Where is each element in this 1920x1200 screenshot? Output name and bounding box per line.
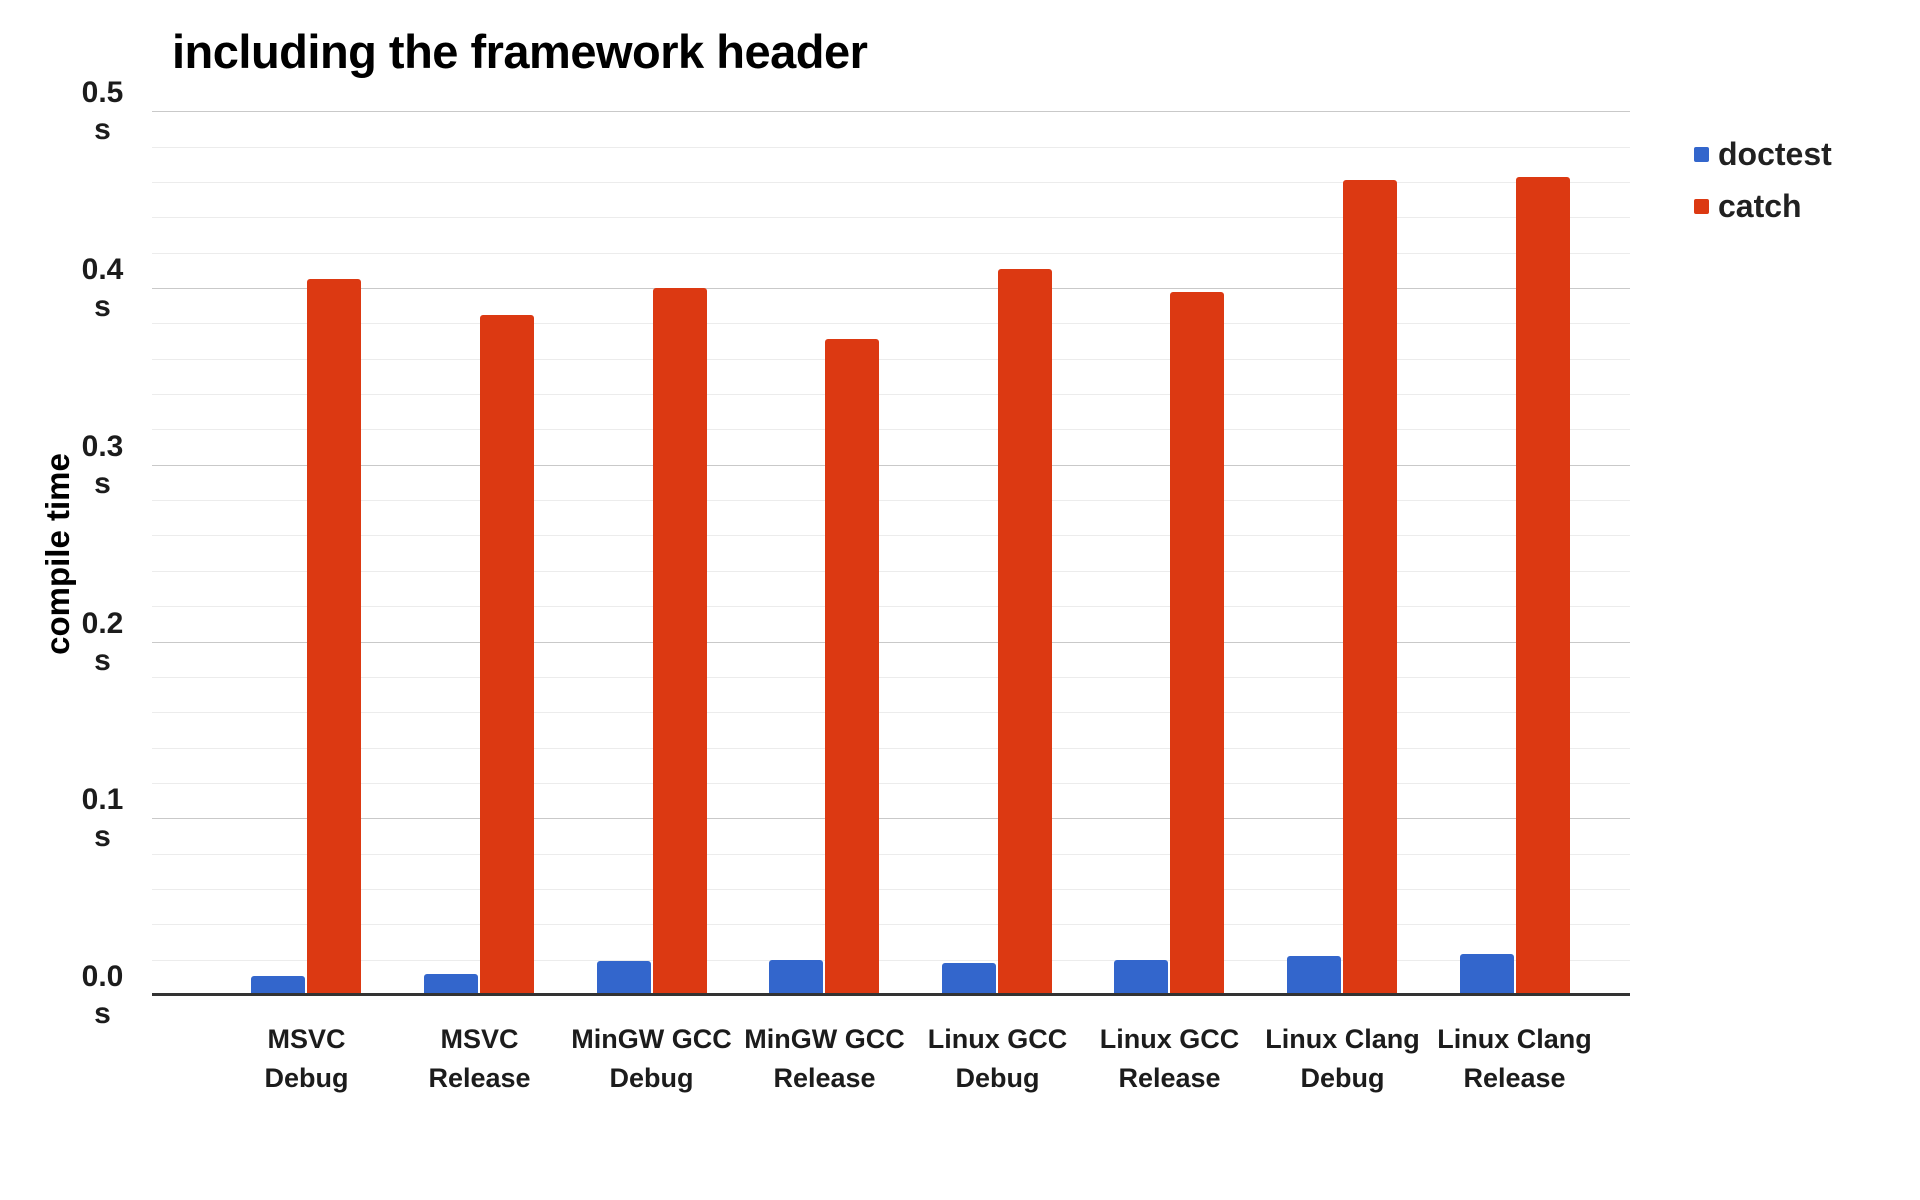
minor-gridline-0.14	[152, 748, 1630, 749]
bar-catch-linux-gcc-release	[1170, 292, 1224, 995]
x-tick-label-msvc-release: MSVC Release	[428, 1024, 531, 1093]
minor-gridline-0.36	[152, 359, 1630, 360]
legend-item-doctest: doctest	[1694, 128, 1832, 180]
legend-item-catch: catch	[1694, 180, 1832, 232]
major-gridline-0.50	[152, 111, 1630, 112]
legend: doctest catch	[1694, 128, 1832, 232]
bar-catch-mingw-gcc-release	[825, 339, 879, 995]
x-tick-label-mingw-gcc-release: MinGW GCC Release	[744, 1024, 905, 1093]
minor-gridline-0.04	[152, 924, 1630, 925]
minor-gridline-0.16	[152, 712, 1630, 713]
minor-gridline-0.32	[152, 429, 1630, 430]
minor-gridline-0.42	[152, 253, 1630, 254]
major-gridline-0.20	[152, 642, 1630, 643]
legend-swatch-doctest	[1694, 146, 1709, 162]
x-tick-label-linux-clang-debug: Linux Clang Debug	[1265, 1024, 1420, 1093]
bar-catch-linux-clang-release	[1516, 177, 1570, 995]
x-axis-line	[152, 993, 1630, 996]
minor-gridline-0.08	[152, 854, 1630, 855]
bar-catch-mingw-gcc-debug	[653, 288, 707, 995]
y-tick-label-0.1: 0.1 s	[81, 783, 124, 853]
minor-gridline-0.28	[152, 500, 1630, 501]
bar-doctest-mingw-gcc-release	[769, 960, 823, 995]
minor-gridline-0.02	[152, 960, 1630, 961]
x-tick-label-linux-gcc-release: Linux GCC Release	[1099, 1024, 1240, 1093]
y-tick-label-0.0: 0.0 s	[81, 960, 124, 1030]
chart-title: including the framework header	[172, 25, 868, 78]
bar-doctest-mingw-gcc-debug	[597, 961, 651, 995]
bar-catch-msvc-debug	[307, 279, 361, 995]
major-gridline-0.40	[152, 288, 1630, 289]
y-tick-label-0.3: 0.3 s	[81, 430, 124, 500]
major-gridline-0.30	[152, 465, 1630, 466]
bar-catch-linux-gcc-debug	[998, 269, 1052, 995]
x-tick-label-mingw-gcc-debug: MinGW GCC Debug	[571, 1024, 732, 1093]
bar-doctest-linux-clang-release	[1460, 954, 1514, 995]
bar-doctest-linux-gcc-debug	[942, 963, 996, 995]
minor-gridline-0.24	[152, 571, 1630, 572]
minor-gridline-0.06	[152, 889, 1630, 890]
major-gridline-0.10	[152, 818, 1630, 819]
y-tick-label-0.5: 0.5 s	[81, 76, 124, 146]
minor-gridline-0.46	[152, 182, 1630, 183]
y-tick-label-0.4: 0.4 s	[81, 253, 124, 323]
bar-catch-msvc-release	[480, 315, 534, 995]
legend-label-catch: catch	[1718, 187, 1802, 224]
minor-gridline-0.18	[152, 677, 1630, 678]
bar-doctest-msvc-release	[424, 974, 478, 995]
x-tick-label-msvc-debug: MSVC Debug	[264, 1024, 349, 1093]
minor-gridline-0.26	[152, 535, 1630, 536]
bar-doctest-linux-gcc-release	[1114, 960, 1168, 995]
minor-gridline-0.38	[152, 323, 1630, 324]
minor-gridline-0.22	[152, 606, 1630, 607]
minor-gridline-0.48	[152, 147, 1630, 148]
minor-gridline-0.44	[152, 217, 1630, 218]
bar-doctest-linux-clang-debug	[1287, 956, 1341, 995]
minor-gridline-0.12	[152, 783, 1630, 784]
x-tick-label-linux-clang-release: Linux Clang Release	[1437, 1024, 1592, 1093]
minor-gridline-0.34	[152, 394, 1630, 395]
legend-label-doctest: doctest	[1718, 135, 1832, 172]
x-tick-label-linux-gcc-debug: Linux GCC Debug	[927, 1024, 1068, 1093]
legend-swatch-catch	[1694, 198, 1709, 214]
bar-doctest-msvc-debug	[251, 976, 305, 995]
y-tick-label-0.2: 0.2 s	[81, 607, 124, 677]
bar-catch-linux-clang-debug	[1343, 180, 1397, 995]
